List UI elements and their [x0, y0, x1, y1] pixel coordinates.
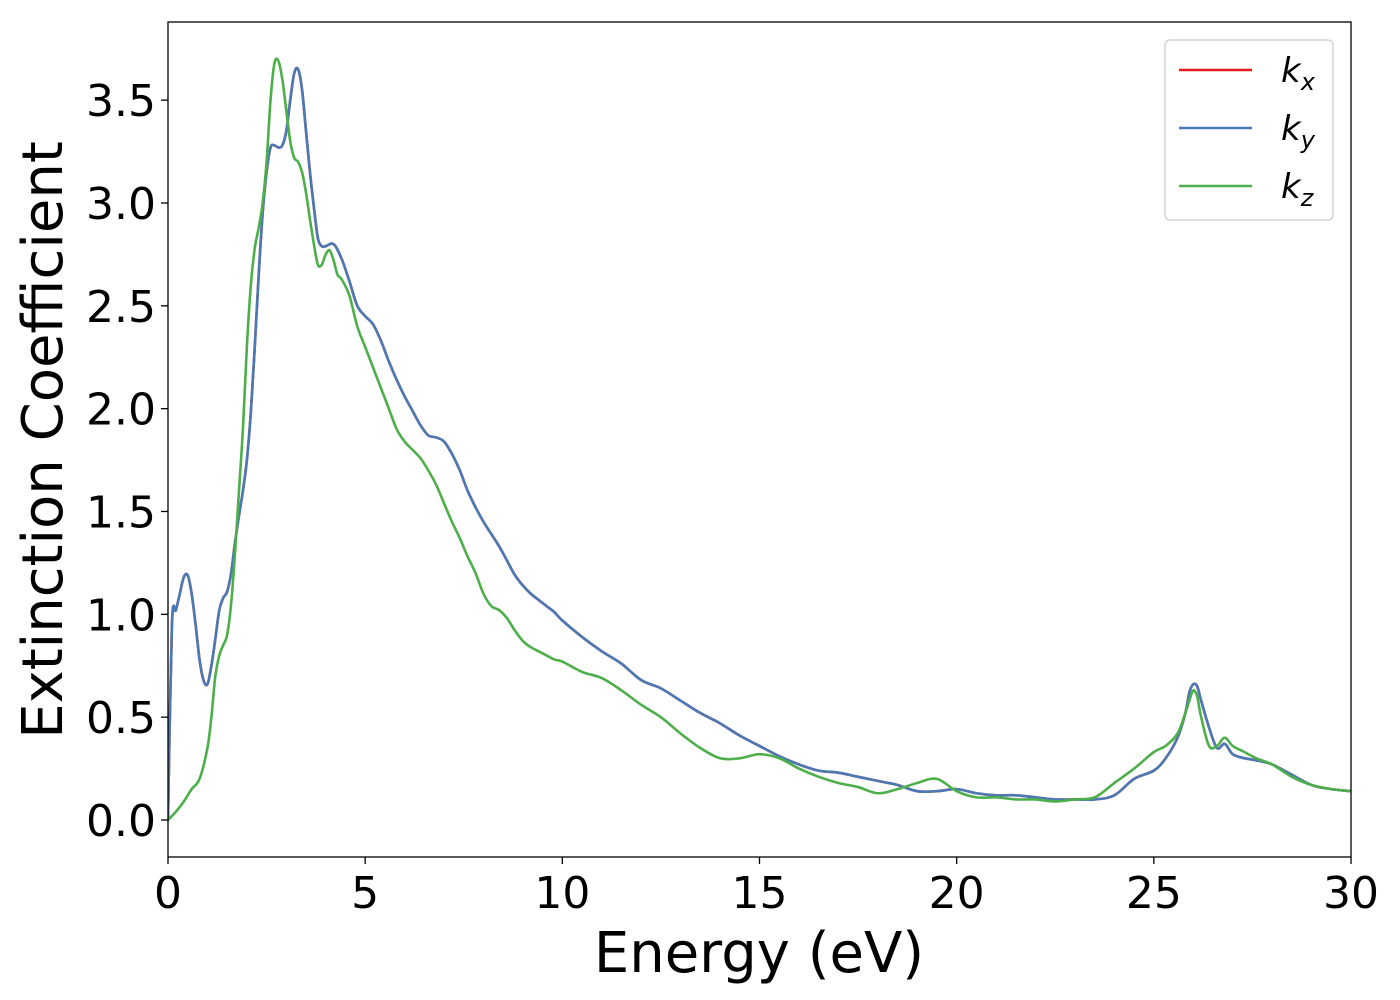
x-tick-label: 0 — [154, 868, 182, 919]
legend-label-subscript: z — [1300, 184, 1315, 212]
series-line-k-z — [168, 57, 1351, 822]
series-layer — [168, 57, 1351, 822]
y-axis: 0.0 0.5 1.0 1.5 2.0 2.5 3.0 3.5 — [86, 76, 168, 847]
y-tick-label: 1.0 — [86, 590, 156, 641]
legend-label-z: kz — [1281, 167, 1315, 212]
x-tick-label: 25 — [1126, 868, 1182, 919]
legend-label-base: k — [1281, 51, 1302, 91]
y-tick-label: 1.5 — [86, 487, 156, 538]
legend-label-x: kx — [1281, 51, 1316, 96]
x-tick-label: 5 — [351, 868, 379, 919]
x-tick-label: 30 — [1323, 868, 1379, 919]
y-tick-label: 3.5 — [86, 76, 156, 127]
y-tick-label: 3.0 — [86, 179, 156, 230]
x-axis: 0 5 10 15 20 25 30 — [154, 857, 1379, 919]
legend-box — [1164, 39, 1334, 221]
y-tick-label: 0.5 — [86, 693, 156, 744]
y-tick-label: 0.0 — [86, 796, 156, 847]
series-line-k-y — [168, 66, 1351, 822]
legend-label-subscript: x — [1300, 68, 1316, 96]
legend-label-y: ky — [1281, 109, 1316, 154]
y-tick-label: 2.5 — [86, 282, 156, 333]
x-axis-label: Energy (eV) — [594, 921, 924, 986]
x-tick-label: 10 — [534, 868, 590, 919]
legend-label-base: k — [1281, 167, 1302, 207]
legend-label-base: k — [1281, 109, 1302, 149]
legend-label-subscript: y — [1300, 126, 1316, 154]
x-tick-label: 15 — [732, 868, 788, 919]
y-tick-label: 2.0 — [86, 385, 156, 436]
x-tick-label: 20 — [929, 868, 985, 919]
y-axis-label: Extinction Coefficient — [11, 141, 76, 739]
